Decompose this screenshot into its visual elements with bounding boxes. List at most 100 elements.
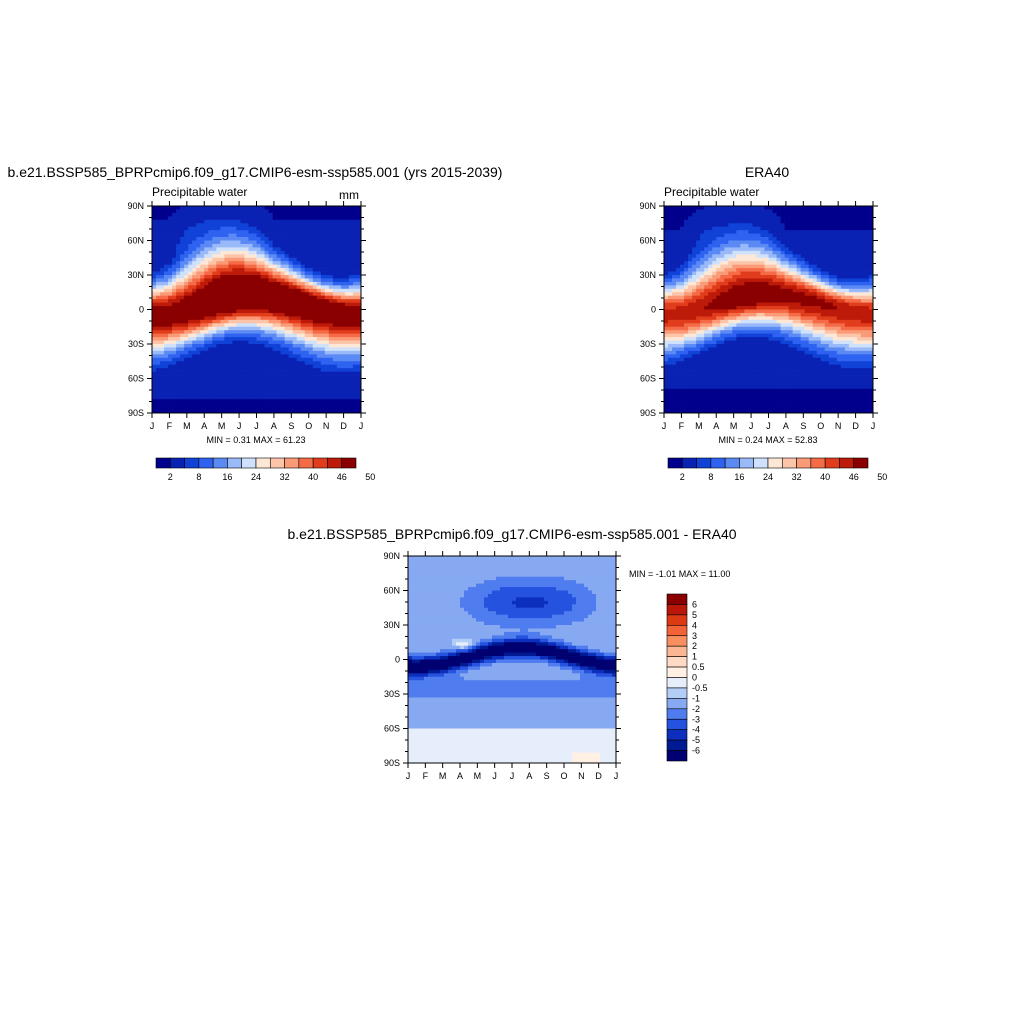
field-cell [764,309,769,314]
field-cell [344,402,350,407]
field-cell [244,275,249,279]
field-cell [300,295,306,300]
field-cell [808,257,814,262]
field-cell [164,261,169,265]
field-cell [312,399,318,403]
field-cell [312,209,318,214]
field-cell [172,223,177,228]
field-cell [192,243,197,248]
field-cell [252,388,257,393]
field-cell [684,257,689,262]
field-cell [252,378,257,383]
field-cell [304,226,310,231]
field-cell [248,230,253,234]
field-cell [256,350,261,355]
field-cell [316,364,322,369]
field-cell [796,312,801,317]
field-cell [220,247,225,252]
field-cell [772,288,777,293]
field-cell [308,247,314,252]
field-cell [160,395,165,400]
field-cell [724,264,729,269]
field-cell [344,209,350,214]
field-cell [676,299,681,303]
field-cell [788,254,793,259]
field-cell [700,278,705,283]
field-cell [156,223,161,228]
field-cell [684,299,689,303]
field-cell [288,409,294,414]
field-cell [852,219,858,224]
field-cell [332,319,338,324]
field-cell [852,306,858,310]
field-cell [188,406,193,410]
field-cell [788,281,793,286]
field-cell [196,330,201,334]
field-cell [696,275,701,279]
field-cell [172,275,177,279]
field-cell [152,219,157,224]
field-cell [692,302,697,307]
field-cell [212,264,217,269]
field-cell [836,250,842,255]
field-cell [208,319,213,324]
field-cell [668,226,673,231]
field-cell [308,306,314,310]
field-cell [208,240,213,245]
field-cell [188,275,193,279]
field-cell [256,399,261,403]
field-cell [772,257,777,262]
field-cell [340,243,346,248]
field-cell [316,271,322,276]
field-cell [256,264,261,269]
field-cell [280,240,285,245]
field-cell [808,250,814,255]
field-cell [292,206,298,210]
field-cell [208,357,213,362]
field-cell [860,226,866,231]
field-cell [692,306,697,310]
field-cell [748,212,753,217]
field-cell [308,223,314,228]
field-cell [328,357,334,362]
field-cell [732,278,737,283]
field-cell [320,406,326,410]
field-cell [200,219,205,224]
colorbar-swatch [327,457,343,469]
field-cell [320,219,326,224]
field-cell [828,230,834,234]
field-cell [320,209,326,214]
field-cell [744,271,749,276]
field-cell [860,271,866,276]
field-cell [244,261,249,265]
field-cell [284,316,289,321]
field-cell [236,219,241,224]
field-cell [196,254,201,259]
field-cell [352,378,358,383]
field-cell [344,281,350,286]
field-cell [200,278,205,283]
field-cell [176,226,181,231]
field-cell [312,381,318,386]
x-tick-label: M [183,421,191,431]
field-cell [728,271,733,276]
field-cell [236,278,241,283]
field-cell [160,330,165,334]
field-cell [692,261,697,265]
field-cell [776,261,781,265]
colorbar-label: 24 [251,472,261,482]
field-cell [752,237,757,241]
field-cell [240,347,245,352]
field-cell [264,337,269,341]
field-cell [228,340,233,345]
field-cell [836,288,842,293]
field-cell [292,288,298,293]
field-cell [748,285,753,290]
field-cell [780,237,785,241]
field-cell [288,392,294,397]
field-cell [344,271,350,276]
field-cell [272,240,277,245]
field-cell [316,219,322,224]
field-cell [176,378,181,383]
field-cell [244,361,249,366]
